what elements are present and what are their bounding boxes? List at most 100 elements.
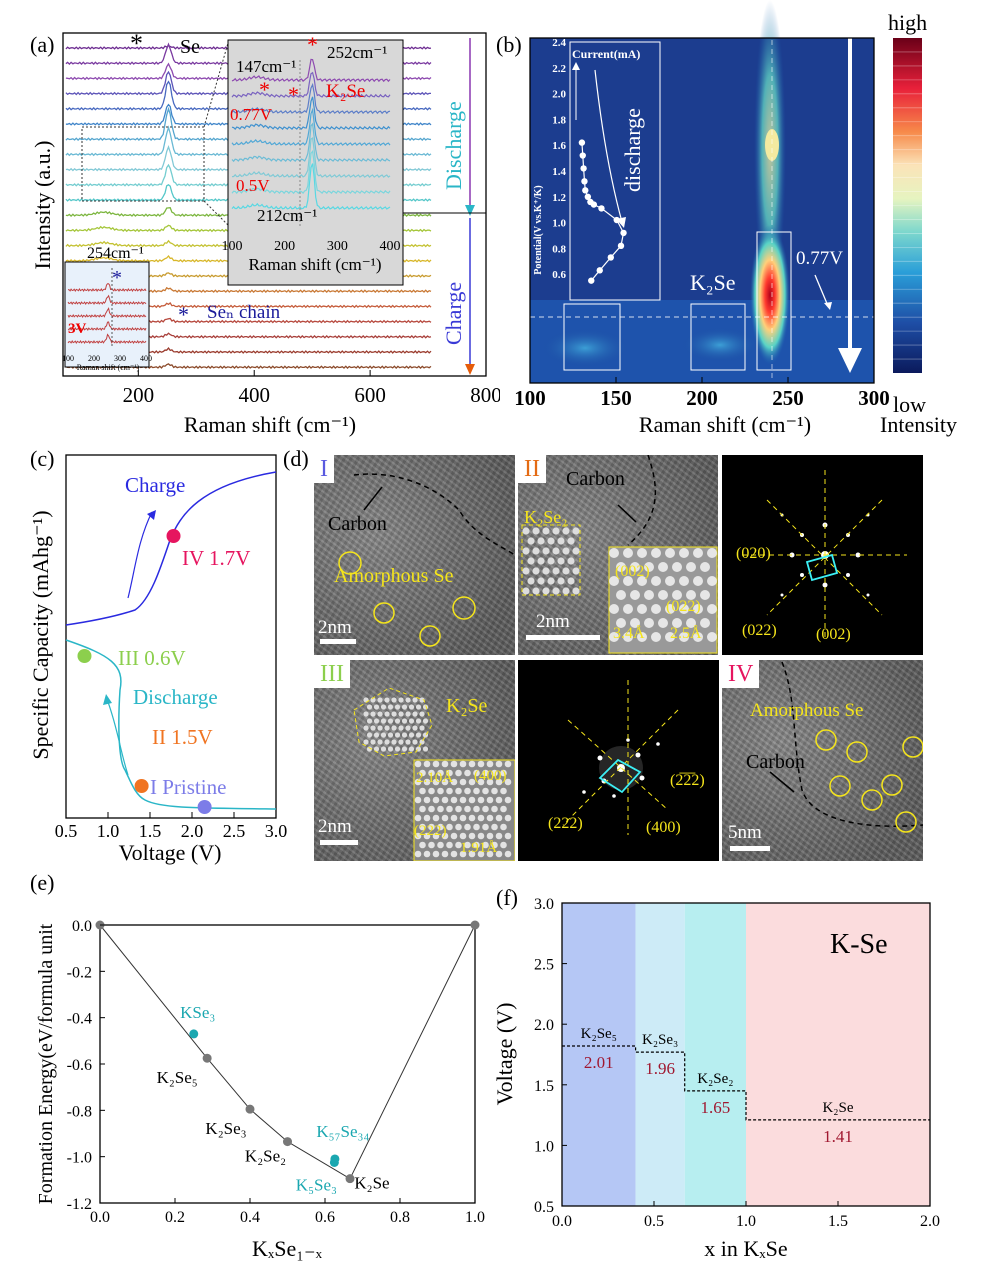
amorphous-circle (419, 625, 441, 647)
tem-IV-roman: IV (722, 660, 760, 688)
lattice-dot (567, 577, 575, 585)
lattice-dot (495, 850, 503, 858)
lattice-dot (464, 841, 471, 849)
small-3v: 3V (68, 321, 87, 337)
lattice-dot (557, 577, 565, 585)
lattice-dot (437, 787, 444, 795)
lattice-dot (419, 697, 425, 703)
lattice-dot (415, 718, 422, 724)
lattice-dot (387, 704, 394, 710)
lattice-dot (423, 832, 431, 840)
state-label: I Pristine (150, 775, 226, 799)
carbon-boundary (353, 473, 515, 556)
chart-a: 200 400 600 800 * Se * Seₙ chain Discharge … (30, 29, 500, 437)
offhull-label: K₅Se₃ (296, 1175, 337, 1194)
fft-II-002: (002) (816, 626, 851, 643)
lattice-dot (419, 805, 426, 813)
lattice-dot (693, 632, 703, 642)
lattice-dot (527, 537, 535, 545)
lattice-dot (693, 576, 703, 586)
fft-spot (866, 593, 870, 597)
state-point (166, 529, 181, 543)
fft-spot (612, 794, 616, 798)
inset-y-tick-label: 2.2 (552, 63, 566, 75)
lattice-dot (486, 760, 494, 768)
small-ast: * (112, 267, 122, 289)
lattice-dot (491, 787, 498, 795)
lattice-dot (504, 760, 512, 768)
lattice-dot (637, 632, 647, 642)
x-tick-label: 0.5 (644, 1213, 664, 1230)
discharge-point (588, 277, 595, 284)
lattice-dot (428, 787, 435, 795)
b-k2se: K₂Se (690, 270, 736, 295)
lattice-dot (672, 562, 682, 572)
lattice-dot (464, 805, 471, 813)
lattice-dot (401, 746, 408, 752)
b-077-arrowhead (824, 302, 832, 310)
lattice-dot (700, 590, 710, 600)
se-label: Se (180, 36, 200, 58)
lattice-dot (637, 576, 647, 586)
scale-bar (320, 840, 358, 845)
lattice-dot (495, 760, 503, 768)
small-xlabel: Raman shift (cm⁻¹) (77, 363, 140, 372)
lattice-dot (450, 832, 458, 840)
lattice-dot (423, 760, 431, 768)
lattice-dot (384, 711, 390, 717)
lattice-dot (428, 823, 435, 831)
inset-zoom-a: 147cm⁻¹ 252cm⁻¹ * * * K₂Se 0.77V 0.5V 21… (222, 32, 404, 286)
lattice-dot (391, 725, 397, 731)
lattice-dot (437, 769, 444, 777)
panel-label-b: (b) (496, 32, 522, 57)
inset-ast-2: * (259, 77, 270, 102)
tem-III-roman: III (314, 660, 350, 688)
inset-05: 0.5V (236, 176, 270, 195)
lattice-dot (491, 805, 498, 813)
phase-label: K₂Se₃ (642, 1032, 678, 1048)
unit-cell (598, 758, 642, 794)
lattice-dot (477, 850, 485, 858)
small-x-tick-label: 300 (114, 354, 126, 363)
lattice-dot (459, 832, 467, 840)
lattice-dot (504, 778, 512, 786)
tem-image-I: I Carbon Amorphous Se 2nm (314, 455, 515, 655)
lattice-dot (486, 796, 494, 804)
cbar-low: low (893, 392, 926, 417)
hull-point (245, 1104, 255, 1114)
lattice-dot (384, 739, 390, 745)
box-k2se (756, 231, 792, 371)
inset-spectrum (231, 58, 391, 83)
small-x-tick-label: 100 (62, 354, 74, 363)
fft-spot (846, 533, 850, 537)
inset-k2se: K₂Se (326, 81, 365, 102)
f-title: K-Se (830, 929, 888, 960)
x-tick-label: 200 (123, 383, 155, 407)
discharge-arrow (594, 69, 623, 223)
lattice-dot (455, 787, 462, 795)
lattice-dot (651, 604, 661, 614)
lattice-dot (527, 577, 535, 585)
y-tick-label: 0.5 (534, 1199, 554, 1216)
lattice-dot (464, 787, 471, 795)
tem-II-34: 3.4Å (613, 624, 645, 642)
lattice-dot (468, 832, 476, 840)
fft-spot (780, 593, 784, 597)
lattice-dot (459, 814, 467, 822)
x-tick-label: 2.0 (181, 821, 204, 841)
lattice-dot (707, 604, 717, 614)
b-down-arrowhead (838, 348, 862, 373)
lattice-dot (423, 778, 431, 786)
lattice-dot (459, 778, 467, 786)
offhull-point (329, 1157, 339, 1167)
lattice-dot (428, 841, 435, 849)
lattice-dot (370, 711, 376, 717)
k2se2-box (521, 524, 581, 596)
heatmap-hotspot (750, 225, 790, 365)
tem-image-II: II Carbon K₂Se₂ (002) (022) 3.4Å 2.5Å 2n… (518, 455, 718, 655)
tem-II-roman: II (518, 455, 546, 483)
lattice-dot (414, 814, 422, 822)
small-spectrum (67, 283, 147, 293)
lattice-dot (373, 732, 380, 738)
zoom-connector-2 (203, 200, 229, 226)
